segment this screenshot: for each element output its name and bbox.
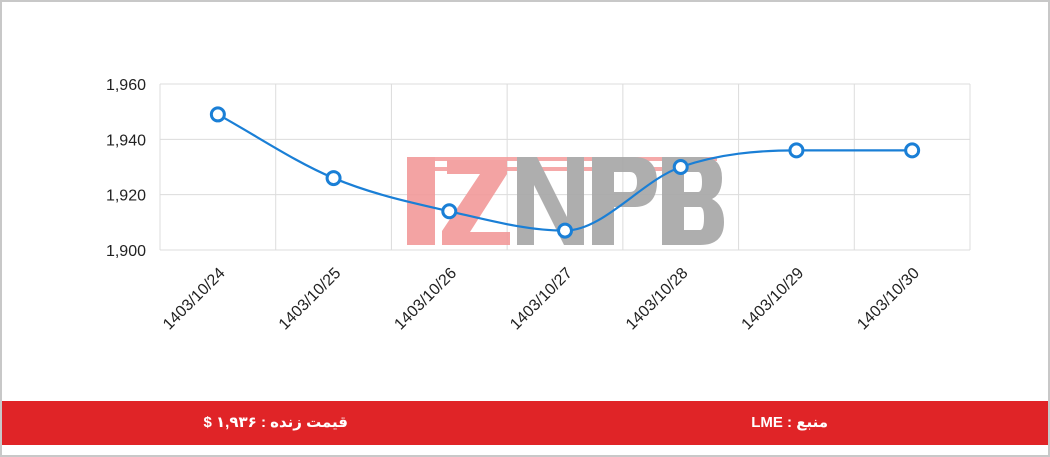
info-footer: منبع : LME قیمت زنده : ۱,۹۳۶ $ <box>2 401 1048 445</box>
x-tick-label: 1403/10/30 <box>854 265 923 334</box>
x-tick-label: 1403/10/25 <box>276 265 345 334</box>
live-price-label: قیمت زنده : ۱,۹۳۶ $ <box>203 414 348 431</box>
y-tick-label: 1,960 <box>106 77 146 94</box>
x-tick-label: 1403/10/26 <box>391 265 460 334</box>
data-point[interactable] <box>904 142 921 159</box>
data-point[interactable] <box>441 203 458 220</box>
data-points <box>209 106 921 239</box>
x-tick-label: 1403/10/24 <box>160 265 229 334</box>
x-tick-label: 1403/10/28 <box>623 265 692 334</box>
x-tick-label: 1403/10/27 <box>507 265 576 334</box>
data-point[interactable] <box>557 222 573 239</box>
data-point[interactable] <box>325 170 342 187</box>
grid <box>159 83 971 251</box>
source-label: منبع : LME <box>751 414 828 431</box>
x-tick-label: 1403/10/29 <box>739 265 808 334</box>
data-point[interactable] <box>672 159 689 175</box>
y-tick-label: 1,900 <box>106 243 146 260</box>
data-point[interactable] <box>209 106 226 123</box>
axes: 1,960 1,940 1,920 1,900 1403/10/24 1403/10/25… <box>106 77 923 333</box>
y-tick-label: 1,920 <box>106 188 146 205</box>
y-tick-label: 1,940 <box>106 132 146 149</box>
data-point[interactable] <box>788 142 805 159</box>
